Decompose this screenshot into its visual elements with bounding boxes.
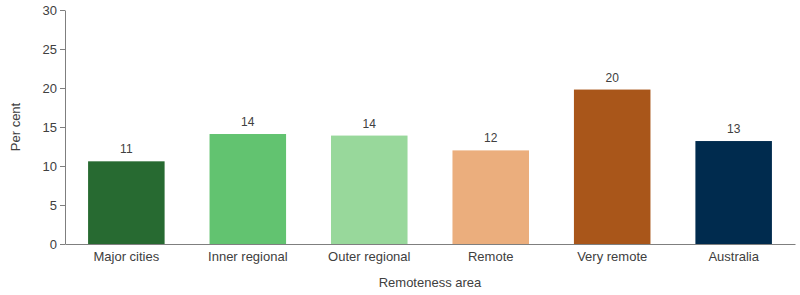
data-label: 13 <box>727 122 741 136</box>
y-tick-mark <box>60 244 65 245</box>
x-tick: Inner regional <box>208 249 288 264</box>
x-axis-line <box>66 244 796 245</box>
y-tick: 30 <box>43 3 65 18</box>
bar <box>88 161 165 244</box>
x-tick-label: Australia <box>708 249 759 264</box>
x-tick: Australia <box>708 249 759 264</box>
y-tick: 25 <box>43 42 65 57</box>
y-tick: 10 <box>43 159 65 174</box>
bar <box>210 134 287 244</box>
y-tick-mark <box>60 88 65 89</box>
y-axis: 0 5 10 15 20 25 30 <box>43 3 66 252</box>
y-tick-mark <box>60 166 65 167</box>
data-labels: 11 14 14 12 20 13 <box>120 71 741 157</box>
chart: 0 5 10 15 20 25 30 Major cities Inner regional Ou… <box>0 0 800 295</box>
data-label: 12 <box>484 131 498 145</box>
y-tick-mark <box>60 205 65 206</box>
x-axis-title: Remoteness area <box>379 275 482 290</box>
x-tick-label: Outer regional <box>328 249 410 264</box>
y-tick-label: 0 <box>50 237 57 252</box>
x-tick-label: Very remote <box>577 249 647 264</box>
x-tick: Remote <box>468 249 514 264</box>
y-tick-label: 5 <box>50 198 57 213</box>
data-label: 14 <box>363 117 377 131</box>
y-tick-mark <box>60 10 65 11</box>
y-tick-label: 20 <box>43 81 57 96</box>
x-tick-label: Inner regional <box>208 249 288 264</box>
y-tick-label: 15 <box>43 120 57 135</box>
x-tick: Major cities <box>93 249 159 264</box>
bar <box>331 136 408 244</box>
y-tick: 15 <box>43 120 65 135</box>
y-tick-label: 10 <box>43 159 57 174</box>
y-tick: 5 <box>50 198 65 213</box>
y-tick: 0 <box>50 237 65 252</box>
y-axis-title: Per cent <box>8 102 23 151</box>
y-tick-mark <box>60 127 65 128</box>
bar <box>452 150 529 244</box>
data-label: 20 <box>606 71 620 85</box>
data-label: 14 <box>241 115 255 129</box>
bar <box>574 90 651 244</box>
x-tick: Outer regional <box>328 249 410 264</box>
y-tick-label: 30 <box>43 3 57 18</box>
x-axis: Major cities Inner regional Outer regional… <box>66 245 796 265</box>
x-tick-label: Remote <box>468 249 514 264</box>
data-label: 11 <box>120 142 133 156</box>
y-axis-line <box>65 11 66 245</box>
y-tick: 20 <box>43 81 65 96</box>
bars <box>88 90 772 244</box>
y-tick-label: 25 <box>43 42 57 57</box>
bar <box>695 141 772 244</box>
y-tick-mark <box>60 49 65 50</box>
x-tick: Very remote <box>577 249 647 264</box>
x-tick-label: Major cities <box>93 249 159 264</box>
